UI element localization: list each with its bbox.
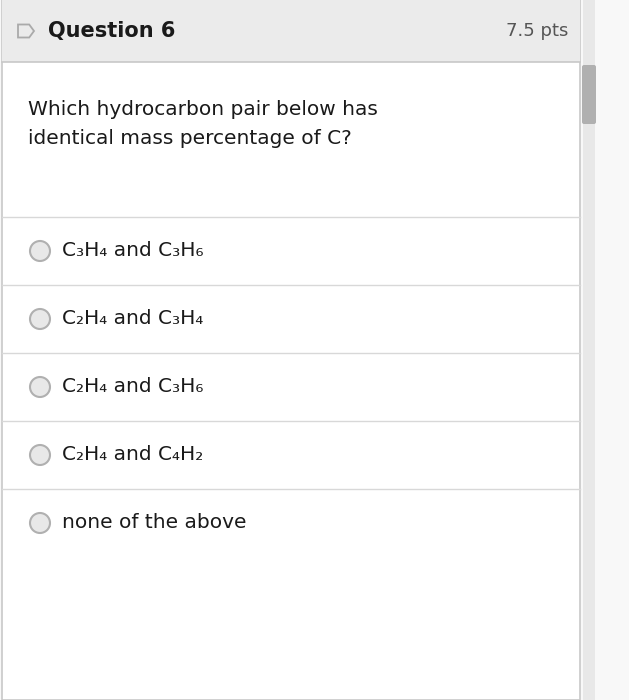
FancyBboxPatch shape <box>583 0 595 700</box>
Circle shape <box>30 309 50 329</box>
Text: none of the above: none of the above <box>62 514 247 533</box>
Circle shape <box>30 377 50 397</box>
Text: 7.5 pts: 7.5 pts <box>506 22 568 40</box>
Circle shape <box>30 445 50 465</box>
Text: C₂H₄ and C₃H₆: C₂H₄ and C₃H₆ <box>62 377 203 396</box>
Text: Question 6: Question 6 <box>48 21 175 41</box>
FancyBboxPatch shape <box>582 65 596 124</box>
Circle shape <box>30 513 50 533</box>
Text: C₂H₄ and C₃H₄: C₂H₄ and C₃H₄ <box>62 309 203 328</box>
Text: Which hydrocarbon pair below has
identical mass percentage of C?: Which hydrocarbon pair below has identic… <box>28 100 378 148</box>
Polygon shape <box>18 25 34 38</box>
FancyBboxPatch shape <box>2 0 580 700</box>
FancyBboxPatch shape <box>2 0 580 62</box>
Text: C₃H₄ and C₃H₆: C₃H₄ and C₃H₆ <box>62 241 204 260</box>
Text: C₂H₄ and C₄H₂: C₂H₄ and C₄H₂ <box>62 445 203 465</box>
Circle shape <box>30 241 50 261</box>
